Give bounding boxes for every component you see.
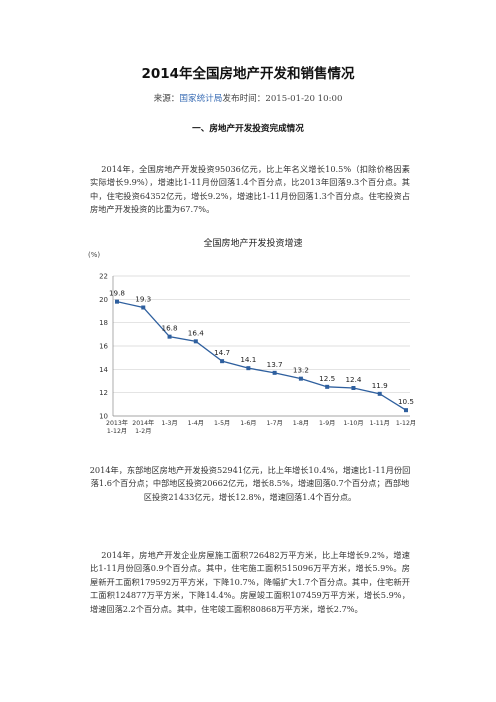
data-label: 19.3 [135, 295, 151, 304]
data-point [167, 334, 172, 339]
x-tick-label: 1-12月 [107, 428, 127, 435]
data-point [220, 359, 225, 364]
y-tick-label: 20 [99, 296, 108, 304]
data-label: 14.7 [214, 348, 230, 357]
x-tick-label: 1-7月 [266, 420, 282, 427]
data-label: 12.5 [319, 374, 335, 383]
data-point [351, 386, 356, 390]
y-axis-unit-label: (%) [88, 251, 100, 259]
x-tick-label: 1-11月 [370, 420, 390, 427]
x-tick-label: 1-3月 [161, 420, 177, 427]
publish-date: 2015-01-20 10:00 [265, 94, 343, 104]
data-point [325, 384, 330, 389]
paragraph-2: 2014年，东部地区房地产开发投资52941亿元，比上年增长10.4%，增速比1… [89, 465, 411, 502]
series-line [116, 301, 407, 411]
paragraph-3: 2014年，房地产开发企业房屋施工面积726482万平方米，比上年增长9.2%，… [90, 550, 410, 614]
x-tick-label: 1-5月 [214, 420, 230, 427]
y-tick-label: 18 [99, 319, 108, 327]
y-tick-label: 14 [99, 366, 108, 374]
data-label: 14.1 [240, 355, 256, 364]
section-heading: 一、房地产开发投资完成情况 [192, 124, 304, 134]
source-line: 来源：国家统计局发布时间：2015-01-20 10:00 [0, 92, 496, 104]
data-point [193, 339, 198, 344]
chart-title: 全国房地产开发投资增速 [203, 237, 302, 249]
y-tick-label: 10 [99, 413, 108, 421]
data-label: 13.7 [267, 360, 283, 369]
data-point [377, 391, 382, 396]
data-label: 19.8 [109, 289, 125, 298]
data-point [115, 299, 119, 304]
x-tick-label: 1-2月 [135, 428, 151, 435]
data-label: 12.4 [345, 375, 361, 384]
investment-growth-chart: 全国房地产开发投资增速 (%) 10 12 14 16 18 20 22 19.8 19.3 16.8… [88, 236, 418, 442]
data-point [141, 305, 146, 310]
data-label: 10.5 [398, 397, 414, 406]
data-label: 13.2 [293, 366, 309, 375]
data-label: 11.9 [372, 381, 388, 390]
y-tick-label: 22 [99, 273, 108, 281]
data-label: 16.4 [188, 328, 204, 337]
x-tick-label: 1-8月 [293, 420, 309, 427]
x-tick-label: 1-6月 [240, 420, 256, 427]
date-label: 发布时间： [222, 94, 266, 104]
data-point [246, 366, 251, 371]
data-point [272, 370, 277, 375]
source-org-link[interactable]: 国家统计局 [179, 94, 223, 104]
x-tick-label: 1-12月 [396, 420, 416, 427]
x-tick-label: 1-9月 [319, 420, 335, 427]
x-tick-label: 2013年 [106, 419, 128, 427]
paragraph-1: 2014年，全国房地产开发投资95036亿元，比上年名义增长10.5%（扣除价格… [90, 164, 410, 215]
x-tick-label: 1-10月 [343, 420, 363, 427]
y-tick-label: 16 [99, 343, 108, 351]
y-tick-label: 12 [99, 389, 108, 397]
data-point [404, 408, 408, 413]
x-tick-label: 2014年 [132, 419, 154, 427]
source-label: 来源： [153, 94, 180, 104]
data-label: 16.8 [162, 324, 178, 333]
data-point [298, 376, 303, 381]
x-tick-label: 1-4月 [188, 420, 204, 427]
page-title: 2014年全国房地产开发和销售情况 [141, 66, 355, 82]
